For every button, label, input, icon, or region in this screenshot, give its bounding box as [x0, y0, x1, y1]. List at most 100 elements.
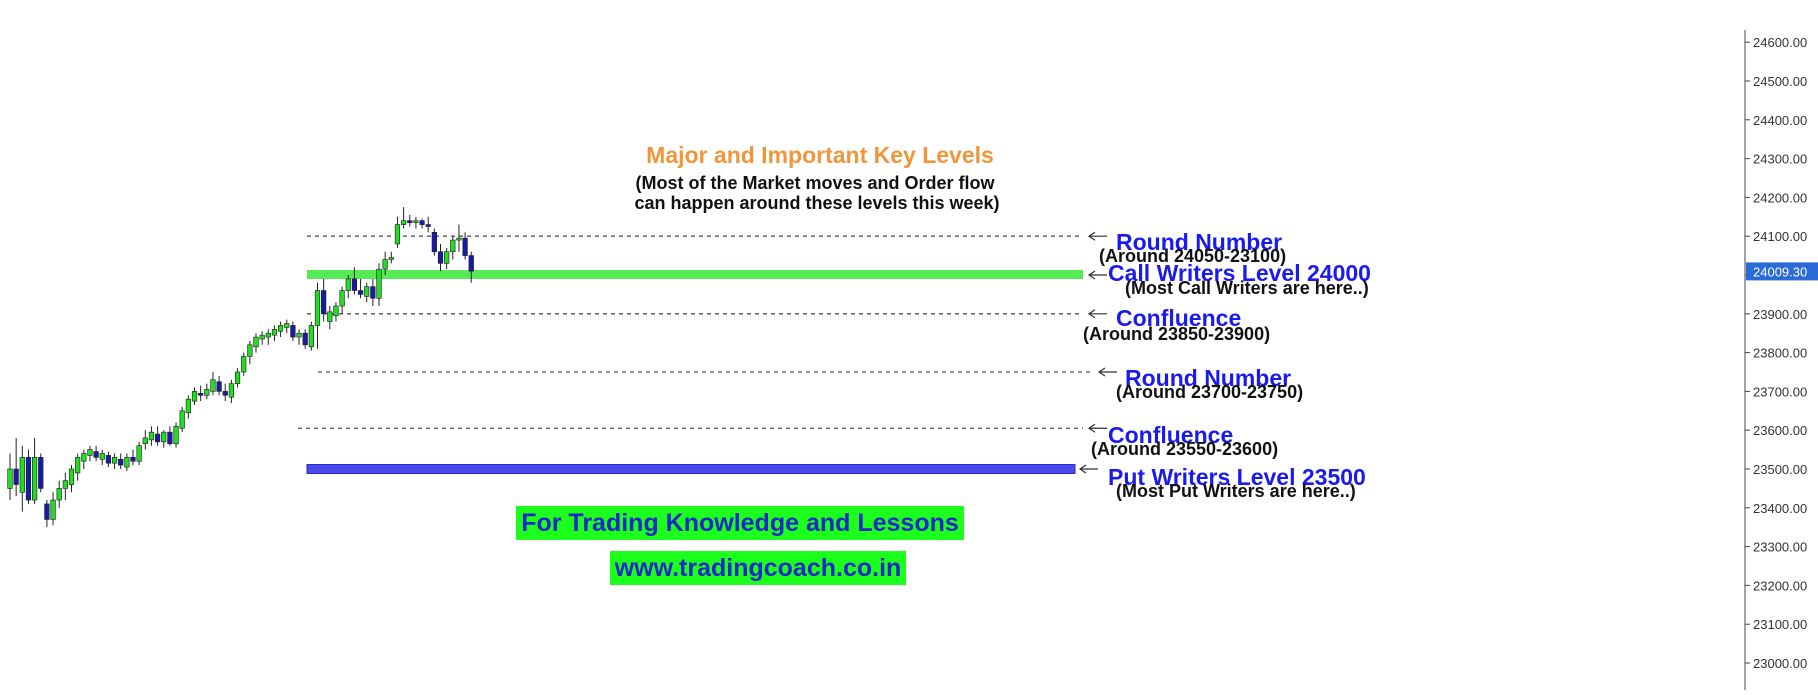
candle-bullish — [247, 344, 253, 357]
candle-bullish — [327, 311, 333, 322]
price-tick-label: 23700.00 — [1753, 384, 1807, 399]
candle-bullish — [345, 278, 351, 291]
price-tick-label: 23900.00 — [1753, 307, 1807, 322]
price-tick-label: 23800.00 — [1753, 346, 1807, 361]
price-tick-label: 23600.00 — [1753, 423, 1807, 438]
candle-bearish — [351, 278, 358, 291]
candle-bullish — [111, 457, 118, 464]
candle-bullish — [333, 305, 339, 317]
price-tick-label: 23100.00 — [1753, 617, 1807, 632]
level-label: Round Number — [1116, 229, 1282, 255]
candle-bullish — [234, 371, 241, 384]
candle-bearish — [44, 503, 50, 520]
level-sublabel: (Around 23700-23750) — [1116, 382, 1303, 402]
level-arrow-icon — [1078, 464, 1098, 474]
level-arrow-icon — [1097, 367, 1117, 377]
candle-bullish — [314, 290, 321, 326]
level-sublabel: (Around 24050-23100) — [1099, 246, 1286, 266]
level-sublabel: (Most Call Writers are here..) — [1125, 278, 1369, 298]
candle-bullish — [308, 325, 314, 348]
candle-bearish — [407, 220, 413, 223]
price-tick-label: 24500.00 — [1753, 74, 1807, 89]
level-sublabel: (Around 23550-23600) — [1091, 439, 1278, 459]
promo-banner-website[interactable]: www.tradingcoach.co.in — [610, 551, 906, 585]
candle-bearish — [130, 457, 136, 462]
candle-bearish — [25, 457, 32, 501]
candle-bullish — [56, 488, 62, 501]
candle-bullish — [87, 449, 93, 456]
level-label: Call Writers Level 24000 — [1108, 260, 1371, 286]
candle-bearish — [13, 468, 19, 485]
candle-bullish — [388, 257, 394, 260]
candle-bullish — [210, 379, 216, 392]
candle-bearish — [302, 332, 308, 346]
candle-bearish — [167, 431, 173, 445]
candle-bullish — [241, 356, 247, 373]
candle-bullish — [161, 431, 167, 443]
candle-bullish — [277, 325, 284, 332]
candle-bearish — [118, 458, 124, 466]
candle-bearish — [105, 455, 111, 464]
candle-bullish — [296, 332, 302, 338]
candle-bearish — [93, 451, 99, 458]
current-price-tag — [1746, 262, 1818, 281]
candle-bullish — [142, 437, 148, 445]
candle-bullish — [75, 457, 81, 474]
price-tick-label: 23000.00 — [1753, 656, 1807, 671]
candle-bullish — [173, 426, 179, 445]
level-label: Confluence — [1116, 305, 1241, 331]
candle-bullish — [204, 389, 210, 396]
level-label: Confluence — [1108, 422, 1233, 448]
candle-bullish — [444, 251, 450, 264]
price-tick-label: 23200.00 — [1753, 578, 1807, 593]
candle-bearish — [437, 251, 444, 264]
candle-bullish — [50, 499, 56, 520]
level-arrow-icon — [1087, 270, 1107, 280]
chart-subtitle-line2: can happen around these levels this week… — [634, 193, 999, 213]
candle-bullish — [456, 237, 462, 241]
candle-bullish — [31, 457, 38, 501]
candle-bearish — [468, 255, 474, 272]
candle-bearish — [357, 290, 364, 295]
candle-bullish — [413, 220, 419, 223]
price-tick-label: 24200.00 — [1753, 190, 1807, 205]
level-arrow-icon — [1087, 423, 1107, 433]
candle-bullish — [450, 239, 456, 253]
candle-bullish — [19, 457, 25, 493]
candle-bearish — [290, 325, 296, 338]
candle-bullish — [68, 468, 75, 485]
price-tick-label: 23500.00 — [1753, 462, 1807, 477]
price-tick-label: 24600.00 — [1753, 35, 1807, 50]
candle-bullish — [382, 259, 388, 270]
candle-bullish — [179, 410, 185, 429]
candle-bearish — [198, 393, 204, 396]
level-sublabel: (Most Put Writers are here..) — [1116, 481, 1356, 501]
price-tick-label: 23300.00 — [1753, 540, 1807, 555]
candle-bullish — [124, 457, 130, 468]
price-tick-label: 24100.00 — [1753, 229, 1807, 244]
candle-bearish — [222, 391, 228, 396]
candle-bullish — [400, 220, 407, 225]
candle-bearish — [216, 381, 222, 392]
candle-bullish — [148, 431, 155, 441]
candle-bullish — [81, 453, 87, 462]
candle-bearish — [462, 237, 468, 256]
candle-bullish — [284, 323, 290, 328]
candle-bullish — [265, 332, 271, 338]
chart-subtitle-line1: (Most of the Market moves and Order flow — [635, 173, 995, 193]
candle-bullish — [99, 453, 105, 460]
price-tick-label: 24400.00 — [1753, 113, 1807, 128]
candle-bearish — [419, 220, 425, 225]
level-arrow-icon — [1087, 309, 1107, 319]
candle-bullish — [7, 468, 13, 489]
price-tick-label: 23400.00 — [1753, 501, 1807, 516]
candle-bearish — [431, 232, 437, 253]
promo-banner-lessons: For Trading Knowledge and Lessons — [516, 506, 964, 540]
chart-title: Major and Important Key Levels — [646, 142, 994, 168]
current-price-label: 24009.30 — [1753, 264, 1807, 279]
candle-bullish — [185, 398, 191, 414]
candle-bullish — [253, 336, 259, 348]
candle-bullish — [228, 383, 235, 398]
candle-bearish — [38, 457, 44, 489]
